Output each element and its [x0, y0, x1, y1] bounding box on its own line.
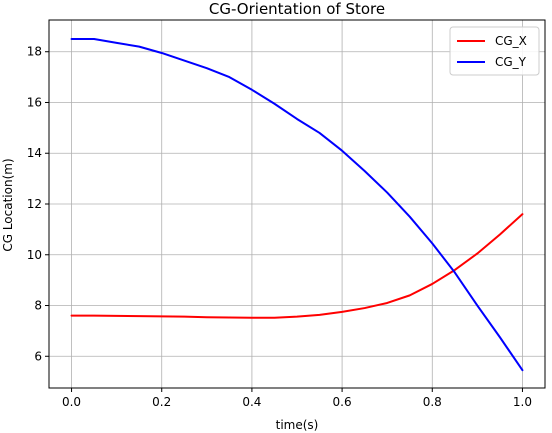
x-tick-label: 1.0: [513, 395, 532, 409]
legend-label: CG_X: [495, 34, 527, 48]
legend: CG_X CG_Y: [449, 26, 540, 76]
series-layer: [70, 38, 524, 372]
legend-label: CG_Y: [495, 55, 527, 69]
x-tick-label: 0.0: [62, 395, 81, 409]
tick-layer: 0.0 0.2 0.4 0.6 0.8 1.0 6 8 10 12 14 16 18: [27, 45, 532, 409]
y-tick-label: 16: [27, 95, 42, 109]
x-axis-label: time(s): [276, 418, 319, 432]
y-tick-label: 14: [27, 146, 42, 160]
y-tick-label: 6: [34, 349, 42, 363]
y-tick-label: 10: [27, 248, 42, 262]
x-tick-label: 0.8: [423, 395, 442, 409]
x-tick-label: 0.2: [152, 395, 171, 409]
grid-layer: [49, 20, 545, 388]
y-tick-label: 12: [27, 197, 42, 211]
y-axis-label: CG Location(m): [1, 158, 15, 251]
y-tick-label: 8: [34, 299, 42, 313]
y-tick-label: 18: [27, 45, 42, 59]
series-line-cg-y: [70, 38, 524, 372]
chart-title: CG-Orientation of Store: [209, 0, 385, 18]
x-tick-label: 0.6: [333, 395, 352, 409]
series-line-cg-x: [70, 213, 524, 319]
x-tick-label: 0.4: [242, 395, 261, 409]
